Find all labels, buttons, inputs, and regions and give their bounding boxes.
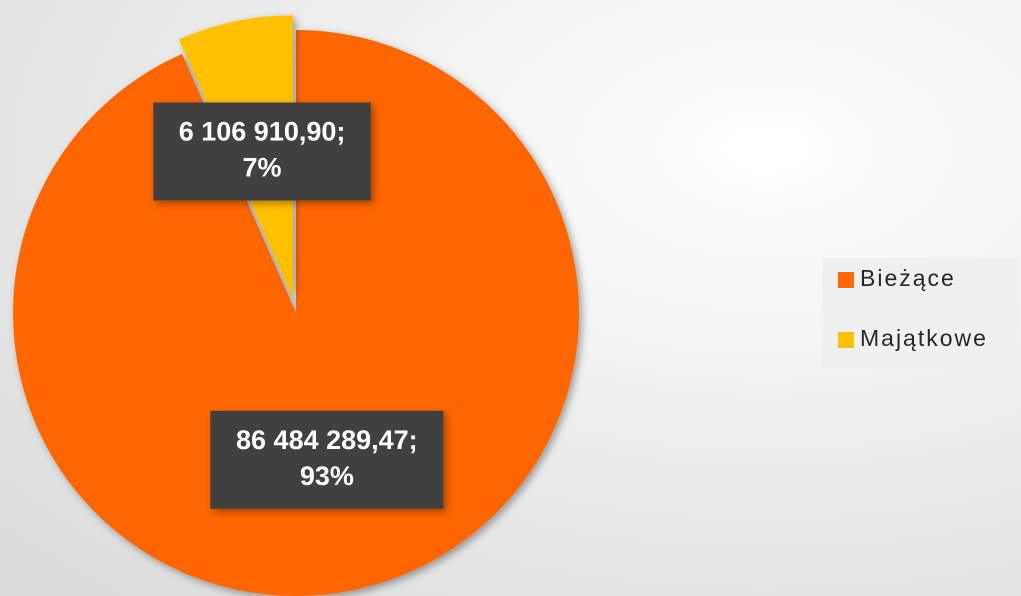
data-label: 7% <box>243 153 282 183</box>
data-label: 93% <box>300 461 354 491</box>
legend-label: Bieżące <box>860 265 956 291</box>
legend-box <box>822 258 1018 368</box>
data-label-box <box>210 410 444 509</box>
legend-label: Majątkowe <box>860 325 988 351</box>
data-label-box <box>153 102 371 201</box>
data-label: 86 484 289,47; <box>236 425 418 455</box>
legend-swatch <box>838 272 854 288</box>
data-label: 6 106 910,90; <box>179 117 346 147</box>
legend-swatch <box>838 332 854 348</box>
